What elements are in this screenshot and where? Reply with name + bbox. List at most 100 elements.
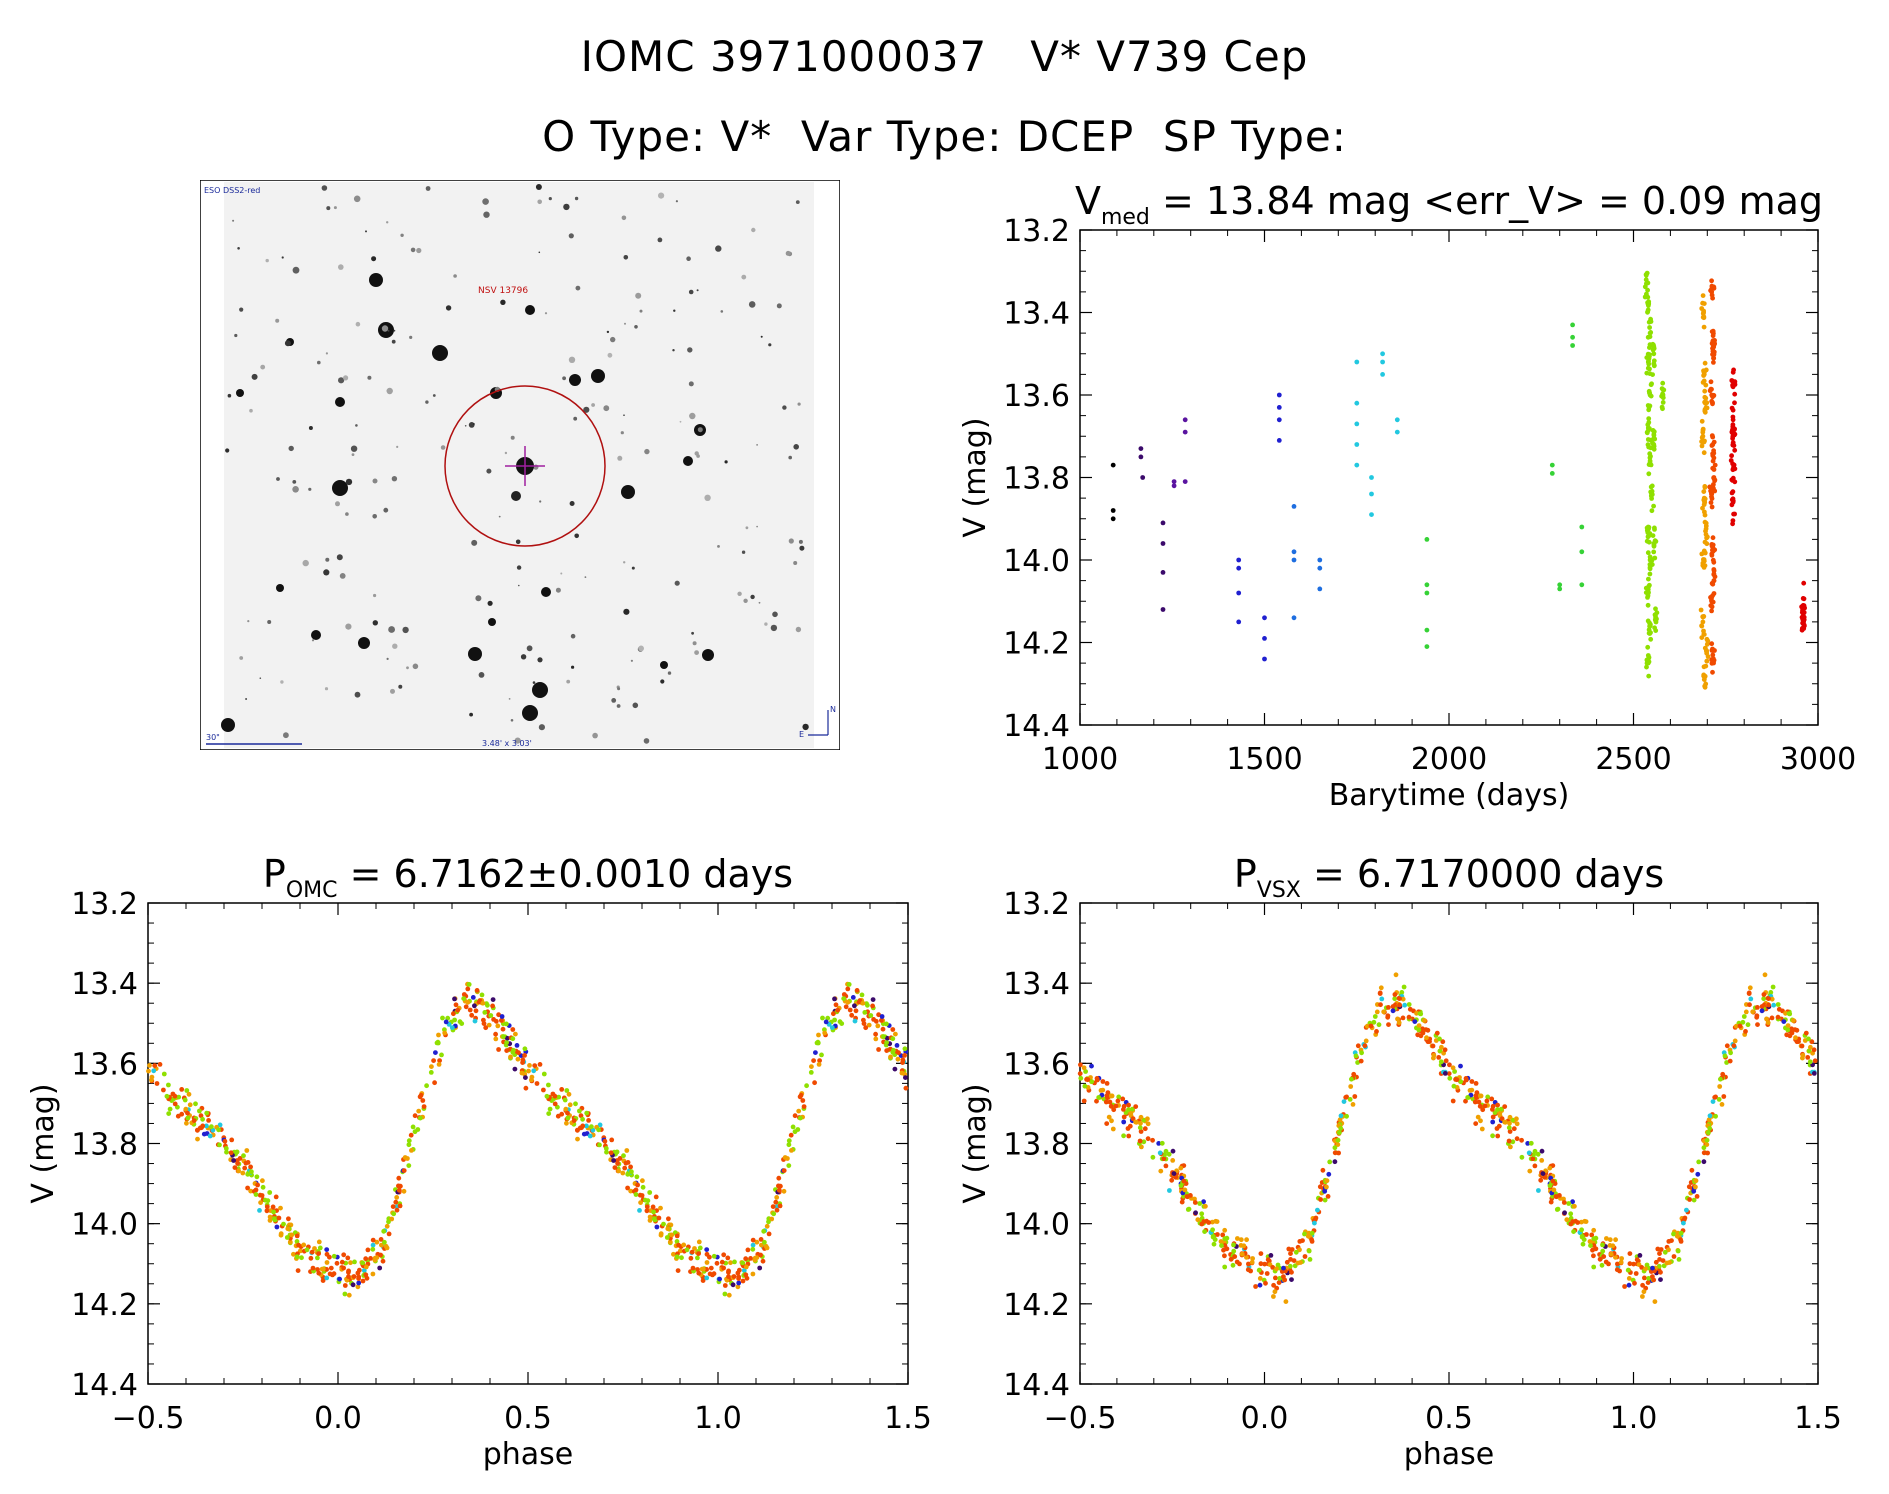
star <box>351 453 355 456</box>
data-point <box>845 999 851 1005</box>
data-point <box>754 1239 760 1245</box>
data-point <box>832 1017 837 1023</box>
data-point <box>1531 1152 1536 1158</box>
star <box>232 219 235 222</box>
star <box>432 394 436 397</box>
data-point <box>1359 1050 1364 1056</box>
y-tick-label: 13.6 <box>1003 1047 1070 1082</box>
data-point <box>370 1246 376 1252</box>
data-point <box>728 1260 733 1266</box>
data-point <box>1312 1220 1317 1226</box>
x-axis-label: phase <box>483 1437 574 1472</box>
star <box>355 321 361 327</box>
data-point <box>644 1208 650 1214</box>
star <box>756 444 758 446</box>
star <box>406 666 409 670</box>
data-point <box>1728 1050 1733 1056</box>
data-point <box>523 1075 528 1080</box>
data-point <box>1406 1014 1412 1020</box>
data-point <box>1702 360 1708 366</box>
data-point <box>324 1260 330 1265</box>
data-point <box>1786 1011 1792 1016</box>
star <box>383 507 389 513</box>
data-point <box>697 1245 703 1251</box>
data-point <box>1701 497 1707 503</box>
data-point <box>860 1000 866 1006</box>
data-point <box>1633 1271 1639 1276</box>
data-point <box>243 1160 249 1166</box>
data-point <box>1711 349 1717 355</box>
data-point <box>1490 1103 1496 1109</box>
data-point <box>1257 1282 1263 1288</box>
data-point <box>833 1002 839 1008</box>
data-point <box>564 1088 570 1093</box>
star <box>539 500 542 503</box>
data-point <box>1281 1274 1286 1279</box>
data-point <box>1506 1138 1512 1144</box>
star <box>283 732 289 739</box>
data-point <box>1262 1261 1267 1267</box>
star <box>571 665 575 669</box>
star <box>335 397 345 407</box>
data-point <box>1450 1065 1456 1071</box>
star <box>381 325 389 332</box>
star <box>400 233 404 237</box>
data-point <box>725 1255 731 1261</box>
data-point <box>245 1171 251 1177</box>
data-point <box>777 1203 783 1209</box>
data-point <box>741 1268 747 1273</box>
star <box>538 251 541 254</box>
data-point <box>1222 1253 1227 1259</box>
data-point <box>1709 504 1715 510</box>
data-point <box>559 1087 565 1092</box>
data-point <box>1599 1262 1605 1268</box>
star <box>764 622 768 626</box>
data-point <box>1348 1084 1354 1089</box>
data-point <box>1293 1249 1299 1255</box>
data-point <box>1646 1276 1651 1281</box>
data-point <box>1702 683 1708 689</box>
data-point <box>1291 549 1297 555</box>
data-point <box>850 995 856 1000</box>
data-point <box>1138 454 1144 460</box>
data-point <box>651 1209 656 1215</box>
data-point <box>1699 439 1704 444</box>
data-point <box>573 1101 578 1107</box>
data-point <box>1192 1200 1198 1205</box>
data-point <box>587 1133 593 1139</box>
data-point <box>363 1256 369 1262</box>
data-point <box>1514 1121 1520 1127</box>
data-point <box>1799 1043 1805 1049</box>
data-point <box>1643 272 1649 278</box>
data-point <box>380 1258 386 1264</box>
data-point <box>1412 1019 1418 1024</box>
data-point <box>1699 435 1705 440</box>
star <box>332 480 348 496</box>
data-point <box>1355 1043 1361 1049</box>
data-point <box>1077 1071 1083 1076</box>
data-point <box>1702 394 1708 400</box>
data-point <box>1709 386 1714 392</box>
data-point <box>240 1170 246 1176</box>
data-point <box>690 1265 696 1271</box>
data-point <box>1458 1063 1463 1069</box>
data-point <box>814 1040 820 1046</box>
star <box>532 681 536 684</box>
data-point <box>463 1004 469 1010</box>
data-point <box>760 1258 766 1264</box>
data-point <box>1276 1280 1282 1285</box>
data-point <box>1082 1083 1088 1089</box>
data-point <box>315 1255 320 1261</box>
y-tick-label: 13.4 <box>1003 297 1070 332</box>
y-tick-label: 14.0 <box>1003 1208 1070 1243</box>
data-point <box>562 1097 568 1103</box>
data-point <box>408 1132 414 1138</box>
data-point <box>356 1276 361 1281</box>
data-point <box>1785 1027 1791 1033</box>
data-point <box>1489 1096 1495 1102</box>
data-point <box>1369 475 1374 480</box>
data-point <box>514 1043 520 1048</box>
data-point <box>1469 1079 1475 1084</box>
data-point <box>1684 1207 1689 1213</box>
data-point <box>1647 390 1652 396</box>
